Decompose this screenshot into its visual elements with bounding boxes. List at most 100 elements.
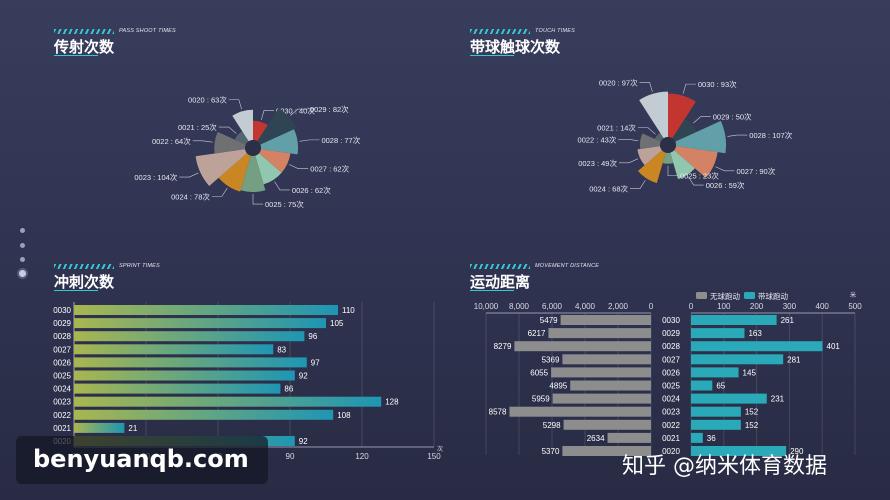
movement-category-0022: 0022 [662, 421, 680, 430]
movement-off-value-0025: 4895 [549, 382, 567, 391]
sprint-bar-0029 [74, 318, 326, 329]
touch-rose-slice-0026 [670, 150, 695, 180]
title-sprint: 冲刺次数 [54, 273, 115, 291]
pass-label-0022: 0022 : 64次 [152, 136, 191, 146]
title-underline-touch [470, 55, 514, 56]
nav-dot-3[interactable] [20, 257, 25, 262]
pass-label-0025: 0025 : 75次 [265, 199, 304, 209]
movement-off-bar-0020 [562, 446, 651, 456]
sprint-category-0030: 0030 [53, 306, 71, 315]
movement-off-value-0030: 5479 [540, 316, 558, 325]
movement-off-bar-0027 [562, 354, 651, 365]
movement-category-0030: 0030 [662, 316, 680, 325]
touch-label-0025: 0025 : 23次 [680, 171, 719, 181]
movement-on-value-0030: 261 [781, 316, 795, 325]
movement-category-0021: 0021 [662, 434, 680, 443]
pass-rose-slice-0030 [253, 120, 268, 142]
movement-off-value-0024: 5959 [532, 395, 550, 404]
movement-left-xtick-2: 6,000 [542, 302, 563, 311]
watermark-right: 知乎 @纳米体育数据 [622, 454, 827, 479]
movement-off-value-0021: 2634 [587, 434, 605, 443]
title-decoration-movement [470, 264, 530, 269]
pass-rose-slice-0020 [232, 109, 253, 142]
movement-off-bar-0025 [570, 380, 651, 391]
title-decoration-touch [470, 29, 530, 34]
sprint-bar-0028 [74, 331, 305, 342]
pass-rose-center [245, 140, 261, 156]
movement-left-xtick-3: 4,000 [575, 302, 596, 311]
sprint-category-0023: 0023 [53, 398, 71, 407]
sprint-value-0027: 83 [277, 345, 286, 354]
pass-label-line-0030 [260, 110, 275, 121]
nav-dot-2[interactable] [20, 243, 25, 248]
touch-label-line-0026 [688, 176, 704, 186]
movement-off-value-0020: 5370 [542, 447, 560, 456]
movement-category-0029: 0029 [662, 329, 680, 338]
pass-label-line-0020 [228, 99, 242, 110]
pass-rose-slice-0028 [260, 129, 299, 155]
movement-on-bar-0030 [691, 315, 777, 325]
title-pass: 传射次数 [54, 38, 115, 56]
movement-category-0026: 0026 [662, 368, 680, 377]
movement-on-bar-0023 [691, 406, 741, 417]
touch-label-line-0024 [630, 179, 646, 189]
movement-off-bar-0024 [552, 393, 651, 404]
movement-on-bar-0024 [691, 393, 767, 404]
sprint-value-0028: 96 [308, 332, 317, 341]
movement-left-xtick-5: 0 [649, 302, 654, 311]
sprint-value-0022: 108 [337, 411, 351, 420]
movement-category-0027: 0027 [662, 355, 680, 364]
touch-rose-slice-0029 [672, 118, 697, 142]
movement-off-bar-0030 [560, 315, 651, 325]
movement-category-0025: 0025 [662, 382, 680, 391]
nav-dot-1[interactable] [20, 228, 25, 233]
touch-label-0026: 0026 : 59次 [706, 180, 745, 190]
sprint-category-0028: 0028 [53, 332, 71, 341]
pass-label-line-0028 [299, 139, 320, 142]
movement-on-value-0023: 152 [745, 408, 759, 417]
movement-left-xtick-0: 10,000 [474, 302, 499, 311]
nav-dot-4-active[interactable] [19, 270, 26, 277]
movement-right-xtick-2: 200 [750, 302, 764, 311]
pass-label-0023: 0023 : 104次 [134, 172, 177, 182]
sprint-xtick-120: 120 [355, 452, 369, 461]
touch-label-0028: 0028 : 107次 [749, 130, 792, 140]
movement-off-bar-0026 [551, 367, 651, 378]
pass-rose-slice-0025 [240, 155, 266, 193]
pass-label-0020: 0020 : 63次 [188, 95, 227, 105]
movement-right-xtick-0: 0 [689, 302, 694, 311]
pass-label-0026: 0026 : 62次 [292, 185, 331, 195]
sprint-x-unit: 次 [437, 445, 443, 453]
touch-label-0021: 0021 : 14次 [597, 123, 636, 133]
movement-on-value-0021: 36 [707, 434, 716, 443]
movement-off-bar-0028 [514, 341, 651, 352]
movement-on-value-0028: 401 [827, 342, 841, 351]
movement-legend-label-on: 带球跑动 [758, 291, 788, 301]
sprint-category-0022: 0022 [53, 411, 71, 420]
sprint-value-0025: 92 [299, 372, 308, 381]
sprint-bar-0027 [74, 344, 274, 355]
pass-rose-slice-0026 [255, 153, 282, 185]
sprint-bar-0024 [74, 383, 281, 394]
touch-rose-slice-0021 [654, 132, 664, 142]
watermark-left: benyuanqb.com [16, 436, 268, 484]
movement-on-value-0025: 65 [716, 382, 725, 391]
movement-off-bar-0029 [548, 328, 651, 339]
movement-left-xtick-1: 8,000 [509, 302, 530, 311]
movement-left-xtick-4: 2,000 [608, 302, 629, 311]
pass-label-line-0021 [218, 126, 237, 134]
title-decoration-pass [54, 29, 114, 34]
sprint-bar-0025 [74, 370, 295, 381]
touch-label-0020: 0020 : 97次 [599, 77, 638, 87]
sprint-bar-0022 [74, 409, 334, 420]
pass-label-line-0026 [274, 181, 290, 191]
movement-right-xtick-5: 500 [848, 302, 862, 311]
touch-label-line-0028 [727, 134, 748, 137]
touch-label-line-0029 [693, 116, 711, 124]
sprint-category-0027: 0027 [53, 345, 71, 354]
movement-off-value-0023: 8578 [489, 408, 507, 417]
pass-label-line-0022 [192, 140, 213, 143]
sprint-value-0021: 21 [128, 424, 137, 433]
sprint-category-0026: 0026 [53, 358, 71, 367]
